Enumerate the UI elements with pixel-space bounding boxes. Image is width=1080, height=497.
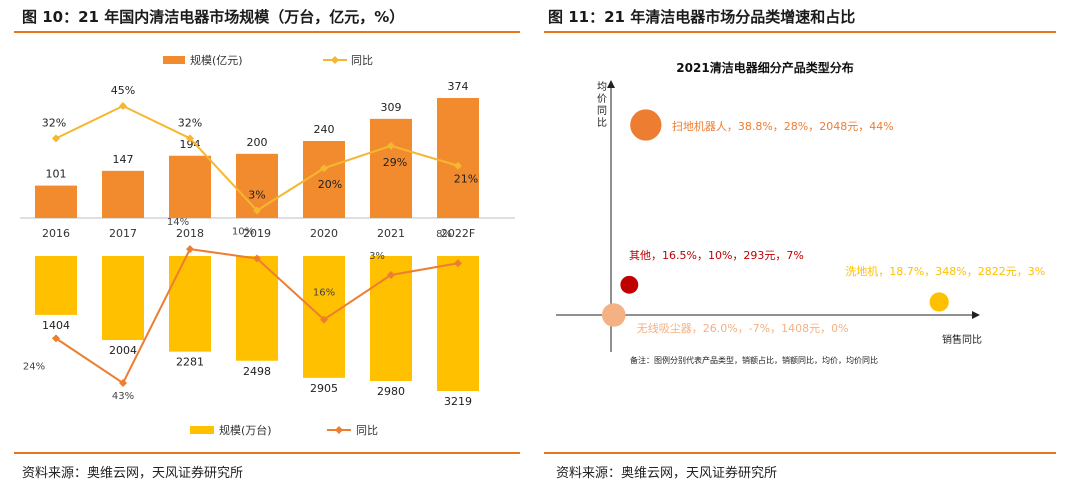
bubble-label-4: 无线吸尘器，26.0%，-7%，1408元，0% (637, 321, 849, 335)
x-tick-2019: 2019 (243, 227, 271, 240)
point-yoy-volume-2020 (320, 315, 328, 324)
bar-label-value-2016: 101 (46, 168, 67, 181)
bar-label-volume-2018: 2281 (176, 356, 204, 369)
bubble-label-3: 洗地机，18.7%，348%，2822元，3% (845, 264, 1045, 278)
left-title-rule (14, 31, 520, 33)
bar-volume-2019 (236, 256, 278, 361)
x-tick-2020: 2020 (310, 227, 338, 240)
bubble-3 (929, 292, 949, 312)
bar-volume-2017 (102, 256, 144, 341)
point-yoy-volume-2019 (253, 254, 261, 263)
point-label-yoy-value-2017: 45% (111, 84, 135, 97)
bar-value-2022F (437, 98, 479, 218)
point-label-yoy-volume-2020: 16% (313, 288, 335, 299)
bar-volume-2022F (437, 256, 479, 391)
point-label-yoy-value-2019: 3% (248, 189, 265, 202)
bar-label-volume-2019: 2498 (243, 365, 271, 378)
bubble-2 (620, 275, 639, 294)
bar-label-volume-2017: 2004 (109, 344, 137, 357)
point-yoy-value-2017 (119, 102, 127, 110)
bar-label-volume-2021: 2980 (377, 385, 405, 398)
point-label-yoy-volume-2022F: 8% (436, 229, 452, 240)
bubble-4 (601, 303, 626, 327)
x-tick-2018: 2018 (176, 227, 204, 240)
point-yoy-volume-2016 (52, 334, 60, 343)
y-axis-arrow (607, 80, 615, 88)
point-label-yoy-value-2020: 20% (318, 178, 342, 191)
bar-label-value-2020: 240 (314, 123, 335, 136)
legend-label-yoy: 同比 (351, 54, 373, 67)
right-title-rule (544, 31, 1056, 33)
left-source-rule (14, 452, 520, 454)
point-yoy-volume-2018 (186, 245, 194, 254)
legend-swatch-value (163, 56, 185, 64)
bar-label-value-2019: 200 (247, 136, 268, 149)
bar-value-2016 (35, 185, 77, 218)
point-label-yoy-value-2016: 32% (42, 116, 66, 129)
bar-volume-2016 (35, 256, 77, 315)
y-axis-label: 均价同比 (597, 81, 607, 129)
scatter-note: 备注：图例分别代表产品类型，销额占比，销额同比，均价，均价同比 (630, 355, 878, 365)
right-panel-title: 图 11：21 年清洁电器市场分品类增速和占比 (548, 8, 856, 26)
point-label-yoy-volume-2017: 43% (112, 391, 134, 402)
point-label-yoy-volume-2019: 10% (232, 227, 254, 238)
bubble-label-1: 扫地机器人，38.8%，28%，2048元，44% (672, 119, 894, 133)
point-yoy-volume-2021 (387, 270, 395, 279)
market-size-chart: 规模(亿元) 同比 101 2016 147 2017 194 2018 200 2019 240 2… (20, 53, 515, 437)
scatter-title: 2021清洁电器细分产品类型分布 (676, 60, 853, 75)
right-source-rule (544, 452, 1056, 454)
bubble-1 (630, 109, 662, 141)
legend-marker-yoy-volume (335, 426, 343, 434)
x-tick-2021: 2021 (377, 227, 405, 240)
bar-label-volume-2016: 1404 (42, 319, 70, 332)
bar-value-2021 (370, 118, 412, 218)
left-source: 资料来源：奥维云网，天风证券研究所 (22, 466, 244, 481)
point-yoy-volume-2017 (119, 379, 127, 387)
x-axis-label: 销售同比 (942, 333, 982, 346)
bar-value-2020 (303, 140, 345, 218)
point-label-yoy-volume-2021: 3% (369, 251, 385, 262)
point-yoy-value-2019 (253, 206, 261, 215)
point-yoy-volume-2022F (454, 259, 462, 268)
legend-label-yoy-volume: 同比 (356, 424, 378, 437)
point-yoy-value-2016 (52, 134, 60, 143)
x-tick-2017: 2017 (109, 227, 137, 240)
point-label-yoy-value-2021: 29% (383, 156, 407, 169)
legend-marker-yoy (331, 56, 339, 64)
legend-label-volume: 规模(万台) (219, 423, 272, 437)
point-label-yoy-value-2018: 32% (178, 116, 202, 129)
point-yoy-value-2018 (186, 134, 194, 143)
bar-value-2018 (169, 155, 211, 218)
point-yoy-value-2020 (320, 164, 328, 173)
bar-label-value-2017: 147 (113, 153, 134, 166)
point-yoy-value-2021 (387, 141, 395, 150)
bar-volume-2018 (169, 256, 211, 352)
bar-label-value-2022F: 374 (448, 80, 469, 93)
bar-label-value-2018: 194 (180, 138, 201, 151)
point-label-yoy-value-2022F: 21% (454, 173, 478, 186)
legend-label-value: 规模(亿元) (190, 53, 243, 67)
bar-value-2017 (102, 170, 144, 218)
point-label-yoy-volume-2016: 24% (23, 361, 45, 372)
point-yoy-value-2022F (454, 161, 462, 170)
bar-label-volume-2020: 2905 (310, 382, 338, 395)
x-tick-2022F: 2022F (441, 227, 475, 240)
bar-label-volume-2022F: 3219 (444, 395, 472, 408)
bar-label-value-2021: 309 (381, 101, 402, 114)
right-source: 资料来源：奥维云网，天风证券研究所 (556, 466, 778, 481)
x-tick-2016: 2016 (42, 227, 70, 240)
bubble-label-2: 其他，16.5%，10%，293元，7% (629, 249, 804, 262)
legend-swatch-volume (190, 426, 214, 434)
point-label-yoy-volume-2018: 14% (167, 217, 189, 228)
x-axis-arrow (972, 311, 980, 319)
left-panel-title: 图 10：21 年国内清洁电器市场规模（万台，亿元，%） (22, 8, 405, 26)
